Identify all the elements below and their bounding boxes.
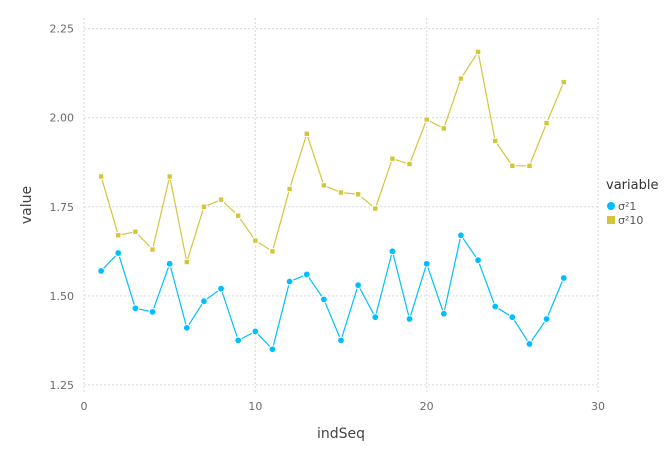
data-point-series-2	[132, 228, 139, 235]
data-point-series-2	[560, 78, 567, 86]
x-tick-label: 0	[81, 400, 88, 413]
data-point-series-2	[183, 258, 191, 266]
data-point-series-2	[406, 160, 413, 168]
data-point-series-1	[131, 304, 140, 313]
data-point-series-2	[303, 130, 310, 137]
data-point-series-2	[440, 125, 448, 132]
y-tick-label: 1.75	[50, 201, 75, 214]
data-point-series-2	[457, 75, 465, 82]
x-tick-label: 10	[248, 400, 262, 413]
data-point-series-2	[252, 237, 259, 244]
data-point-series-1	[422, 259, 431, 268]
data-point-series-2	[200, 203, 208, 210]
data-point-series-2	[389, 155, 396, 162]
series-layer	[97, 48, 568, 354]
data-point-series-1	[354, 281, 363, 290]
data-point-series-1	[491, 302, 500, 311]
data-point-series-1	[388, 247, 397, 256]
data-point-series-1	[251, 327, 260, 336]
data-point-series-1	[97, 266, 106, 275]
legend-label-series-1: σ²1	[618, 200, 636, 213]
series-line-2	[100, 51, 565, 263]
data-point-series-1	[337, 336, 345, 345]
data-point-series-2	[509, 162, 516, 170]
y-tick-label: 2.00	[50, 112, 75, 125]
data-point-series-2	[286, 185, 293, 193]
legend-title: variable	[606, 178, 658, 193]
data-point-series-2	[235, 212, 242, 219]
series-group-1	[97, 231, 568, 354]
data-point-series-2	[474, 48, 482, 56]
data-point-series-1	[217, 284, 225, 293]
x-tick-label: 20	[420, 400, 434, 413]
data-point-series-2	[337, 189, 345, 196]
data-point-series-1	[542, 315, 551, 323]
data-point-series-2	[354, 191, 362, 198]
data-point-series-2	[423, 116, 430, 123]
data-point-series-1	[234, 336, 243, 345]
data-point-series-1	[268, 345, 277, 354]
data-point-series-2	[526, 162, 533, 170]
y-tick-label: 1.50	[50, 290, 75, 303]
legend-marker-series-2	[607, 216, 615, 224]
data-point-series-1	[148, 307, 157, 316]
data-point-series-1	[182, 323, 191, 332]
data-point-series-1	[474, 256, 482, 265]
axis-layer: 0 10 20 30 1.25 1.50 1.75 2.00 2.25 indSeq value	[19, 23, 605, 442]
data-point-series-1	[457, 231, 465, 240]
x-tick-label: 30	[591, 400, 605, 413]
legend-marker-series-1	[607, 202, 615, 210]
data-point-series-1	[302, 270, 311, 279]
data-point-series-1	[439, 309, 448, 318]
data-point-series-2	[269, 248, 276, 255]
y-tick-label: 1.25	[50, 379, 75, 392]
grid-layer	[83, 18, 599, 392]
y-axis-title: value	[19, 186, 35, 224]
y-tick-label: 2.25	[50, 23, 75, 36]
data-point-series-2	[320, 182, 328, 189]
data-point-series-2	[492, 137, 499, 145]
data-point-series-2	[372, 205, 379, 212]
data-point-series-2	[543, 119, 550, 127]
data-point-series-1	[405, 315, 414, 323]
data-point-series-1	[319, 295, 328, 304]
data-point-series-1	[165, 259, 174, 268]
data-point-series-2	[149, 246, 156, 253]
data-point-series-1	[525, 340, 534, 348]
data-point-series-1	[200, 297, 208, 306]
x-axis-title: indSeq	[317, 426, 365, 442]
data-point-series-1	[285, 277, 294, 286]
data-point-series-1	[559, 274, 568, 282]
data-point-series-1	[371, 313, 380, 322]
data-point-series-2	[115, 232, 122, 239]
series-line-1	[100, 234, 565, 350]
data-point-series-2	[217, 196, 225, 203]
data-point-series-1	[114, 249, 123, 257]
data-point-series-2	[97, 173, 105, 180]
legend-label-series-2: σ²10	[618, 214, 643, 227]
data-point-series-1	[508, 313, 517, 322]
series-group-2	[97, 48, 567, 266]
data-point-series-2	[166, 173, 173, 180]
